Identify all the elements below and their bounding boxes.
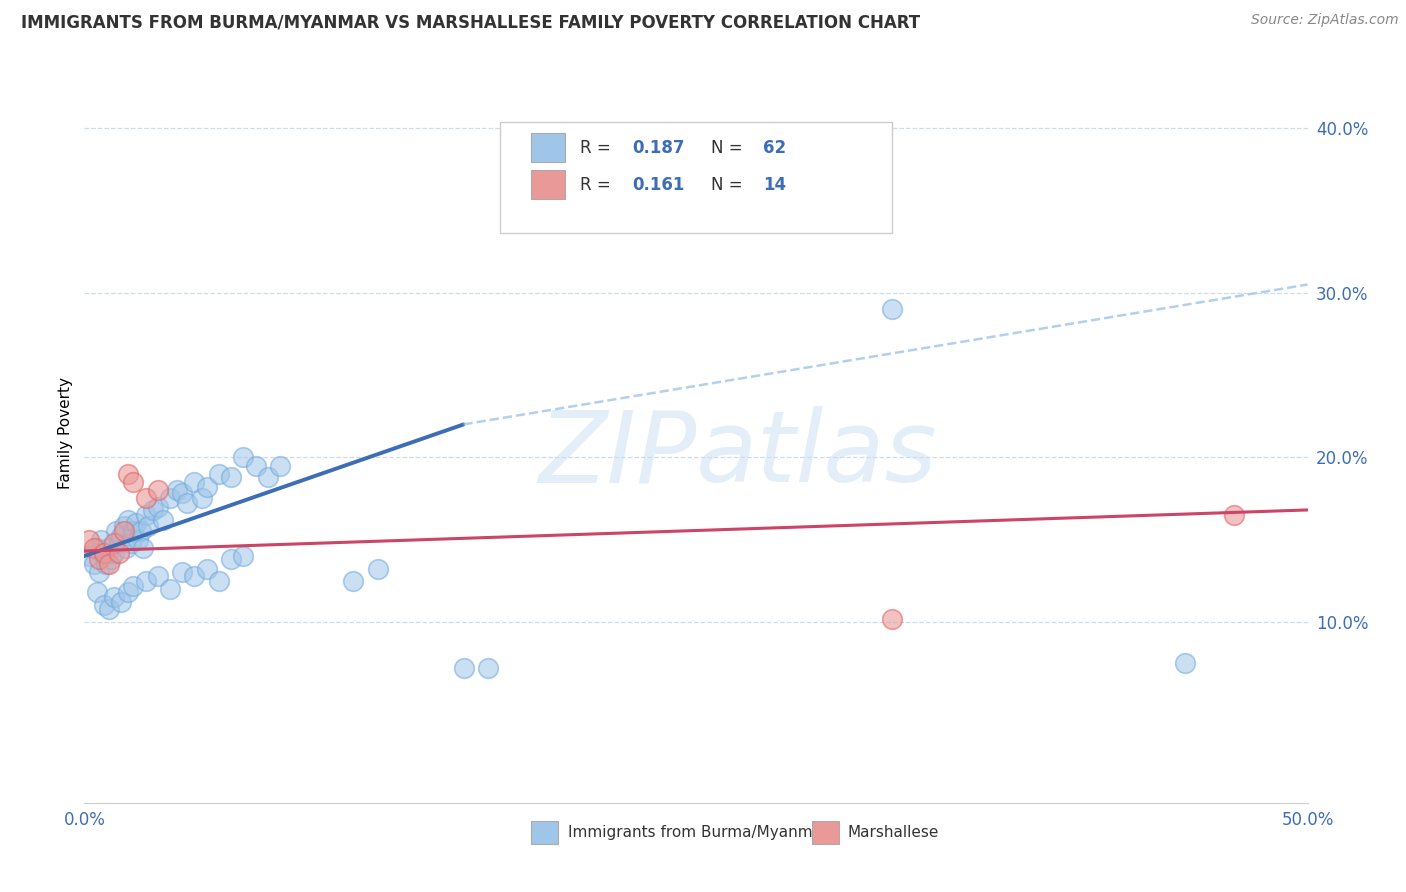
Text: N =: N = [710, 138, 748, 157]
Point [86, 585, 108, 599]
Point [208, 467, 231, 481]
Point [245, 458, 267, 473]
Point [125, 516, 148, 530]
Point [115, 541, 138, 555]
Point [86, 541, 108, 555]
Point [142, 503, 165, 517]
Point [135, 508, 157, 522]
Text: 62: 62 [763, 138, 786, 157]
Point [191, 491, 214, 506]
Point [122, 579, 145, 593]
Point [87, 552, 110, 566]
Point [136, 519, 159, 533]
FancyBboxPatch shape [531, 169, 565, 200]
Point [110, 529, 132, 543]
Text: R =: R = [579, 176, 616, 194]
Point [122, 475, 145, 489]
Text: atlas: atlas [696, 407, 938, 503]
Point [103, 536, 125, 550]
Point [127, 533, 149, 547]
Point [129, 524, 152, 539]
Point [135, 491, 157, 506]
Point [112, 524, 135, 539]
Point [166, 483, 188, 498]
FancyBboxPatch shape [813, 822, 839, 844]
Point [195, 562, 218, 576]
Text: ZIP: ZIP [537, 407, 696, 503]
Point [97, 558, 120, 572]
FancyBboxPatch shape [531, 133, 565, 162]
Point [1223, 508, 1246, 522]
Point [159, 491, 181, 506]
Text: Immigrants from Burma/Myanmar: Immigrants from Burma/Myanmar [568, 825, 828, 840]
Point [269, 458, 291, 473]
Point [219, 552, 242, 566]
Point [77, 533, 100, 547]
Point [367, 562, 389, 576]
Point [172, 486, 194, 500]
Point [183, 568, 205, 582]
FancyBboxPatch shape [501, 121, 891, 233]
Point [135, 574, 157, 588]
Point [110, 595, 132, 609]
Point [103, 590, 125, 604]
Point [159, 582, 181, 596]
Text: IMMIGRANTS FROM BURMA/MYANMAR VS MARSHALLESE FAMILY POVERTY CORRELATION CHART: IMMIGRANTS FROM BURMA/MYANMAR VS MARSHAL… [21, 13, 920, 31]
Point [107, 536, 129, 550]
Point [117, 585, 139, 599]
Point [105, 524, 128, 539]
Text: N =: N = [710, 176, 748, 194]
Point [83, 541, 105, 555]
Point [93, 599, 115, 613]
Point [107, 546, 129, 560]
Point [342, 574, 364, 588]
Point [152, 513, 174, 527]
Point [219, 470, 242, 484]
Point [195, 480, 218, 494]
Point [103, 546, 125, 560]
Point [97, 601, 120, 615]
Point [232, 549, 254, 563]
Point [176, 496, 198, 510]
Point [83, 558, 105, 572]
Point [112, 519, 135, 533]
Point [257, 470, 280, 484]
Point [453, 661, 475, 675]
Text: R =: R = [579, 138, 616, 157]
Point [146, 483, 169, 498]
Point [146, 568, 169, 582]
Point [880, 611, 903, 625]
Point [120, 536, 142, 550]
Point [93, 546, 115, 560]
Point [1174, 656, 1197, 670]
FancyBboxPatch shape [531, 822, 558, 844]
Point [117, 513, 139, 527]
Y-axis label: Family Poverty: Family Poverty [58, 376, 73, 489]
Point [208, 574, 231, 588]
Point [77, 549, 100, 563]
Text: Source: ZipAtlas.com: Source: ZipAtlas.com [1251, 13, 1399, 28]
Point [96, 558, 118, 572]
Point [477, 661, 499, 675]
Point [93, 549, 115, 563]
Point [880, 302, 903, 317]
Point [172, 566, 194, 580]
Point [132, 541, 155, 555]
Text: 0.161: 0.161 [633, 176, 685, 194]
Point [146, 500, 169, 514]
Point [183, 475, 205, 489]
Point [122, 524, 145, 539]
Text: 14: 14 [763, 176, 786, 194]
Point [117, 467, 139, 481]
Text: 0.187: 0.187 [633, 138, 685, 157]
Point [87, 566, 110, 580]
Text: Marshallese: Marshallese [848, 825, 939, 840]
Point [97, 541, 120, 555]
Point [232, 450, 254, 465]
Point [100, 552, 122, 566]
Point [90, 533, 112, 547]
